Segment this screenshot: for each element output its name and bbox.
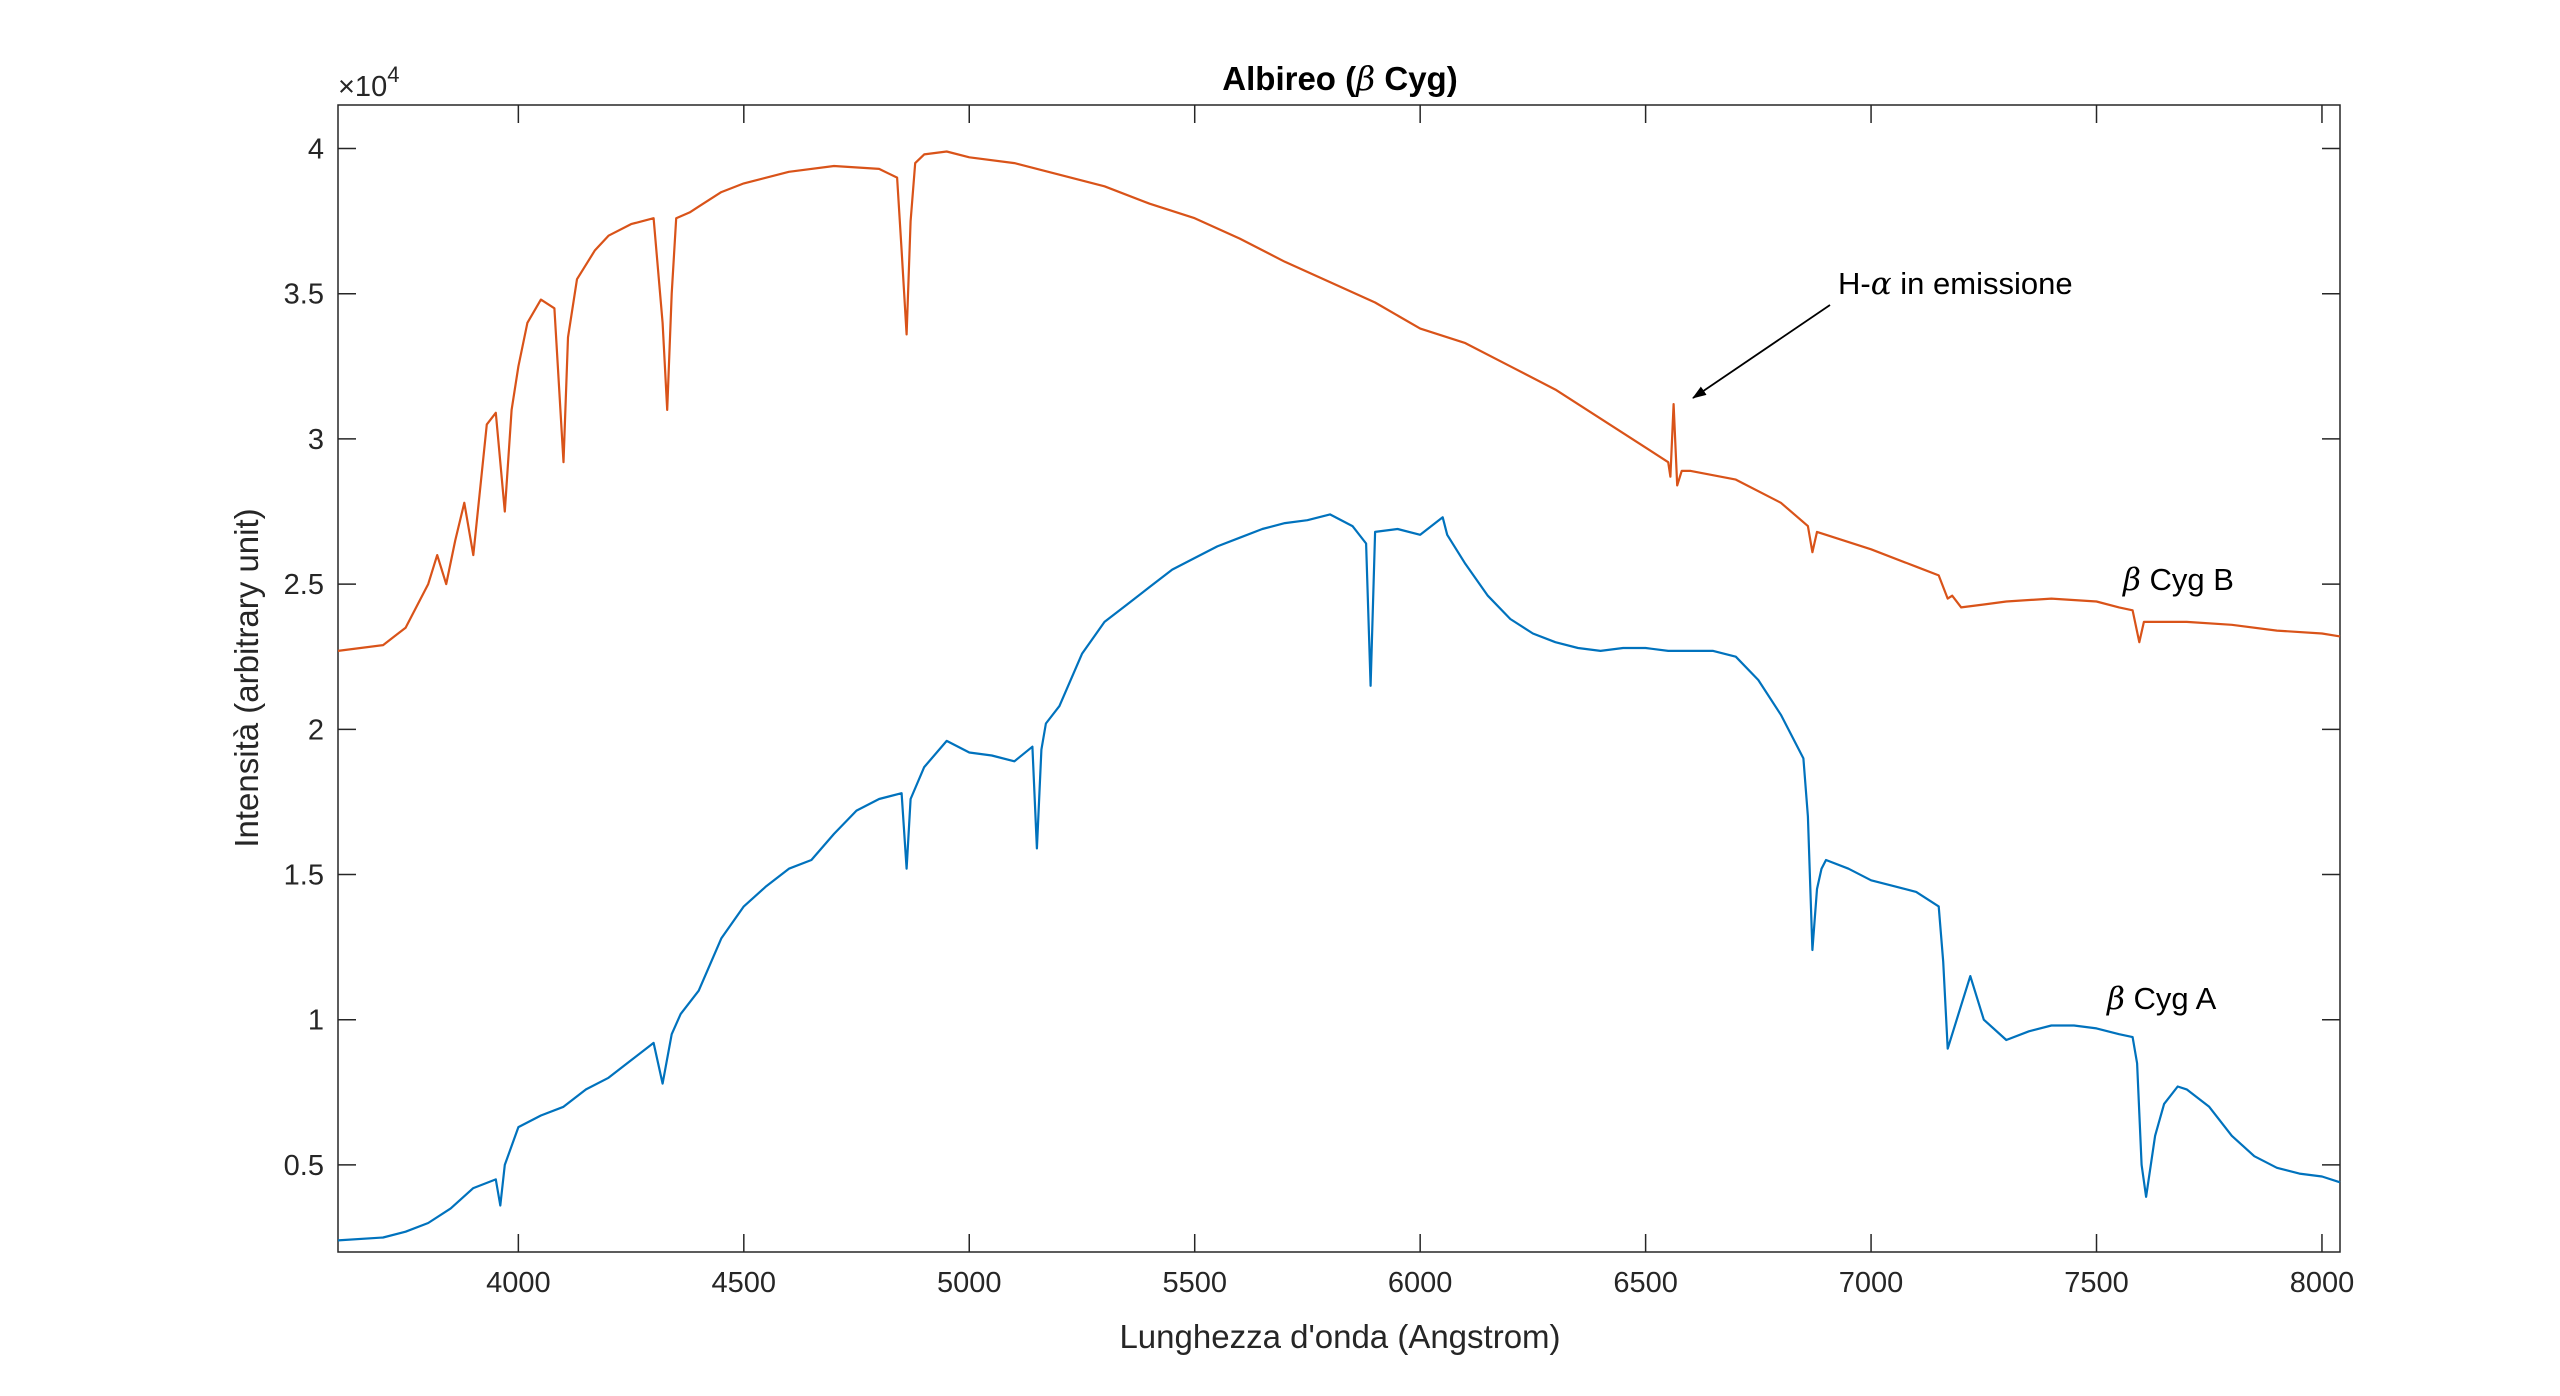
y-tick-label: 4 — [308, 134, 324, 166]
x-tick-label: 7500 — [2064, 1267, 2129, 1299]
h-alpha-arrow — [1692, 304, 1831, 399]
series-line-a — [337, 513, 2341, 1242]
x-tick-label: 5000 — [937, 1267, 1002, 1299]
y-tick-label: 1.5 — [284, 860, 324, 892]
x-tick-label: 5500 — [1162, 1267, 1227, 1299]
y-tick-label: 2.5 — [284, 569, 324, 601]
series-label-a: β Cyg A — [2106, 981, 2217, 1017]
y-axis: 0.5 1 1.5 2 2.5 3 3.5 4 — [284, 134, 2340, 1182]
x-tick-label: 7000 — [1839, 1267, 1904, 1299]
chart-title: Albireo (β Cyg) — [1222, 59, 1457, 98]
y-exponent-label: ×104 — [338, 62, 399, 103]
y-tick-label: 2 — [308, 714, 324, 746]
x-tick-label: 6500 — [1613, 1267, 1678, 1299]
series-line-b — [337, 150, 2341, 652]
series-label-b: β Cyg B — [2122, 562, 2234, 598]
x-axis-label: Lunghezza d'onda (Angstrom) — [1119, 1318, 1560, 1355]
y-tick-label: 3 — [308, 424, 324, 456]
h-alpha-annotation: H-α in emissione — [1838, 266, 2073, 302]
x-tick-label: 4000 — [486, 1267, 551, 1299]
y-tick-label: 1 — [308, 1005, 324, 1037]
x-tick-label: 6000 — [1388, 1267, 1453, 1299]
series-lines — [337, 150, 2341, 1242]
y-tick-label: 3.5 — [284, 279, 324, 311]
x-tick-label: 8000 — [2290, 1267, 2355, 1299]
y-axis-label: Intensità (arbitrary unit) — [228, 508, 265, 847]
x-tick-label: 4500 — [712, 1267, 777, 1299]
y-tick-label: 0.5 — [284, 1150, 324, 1182]
x-axis: 4000 4500 5000 5500 6000 6500 7000 7500 8000 — [486, 105, 2354, 1299]
